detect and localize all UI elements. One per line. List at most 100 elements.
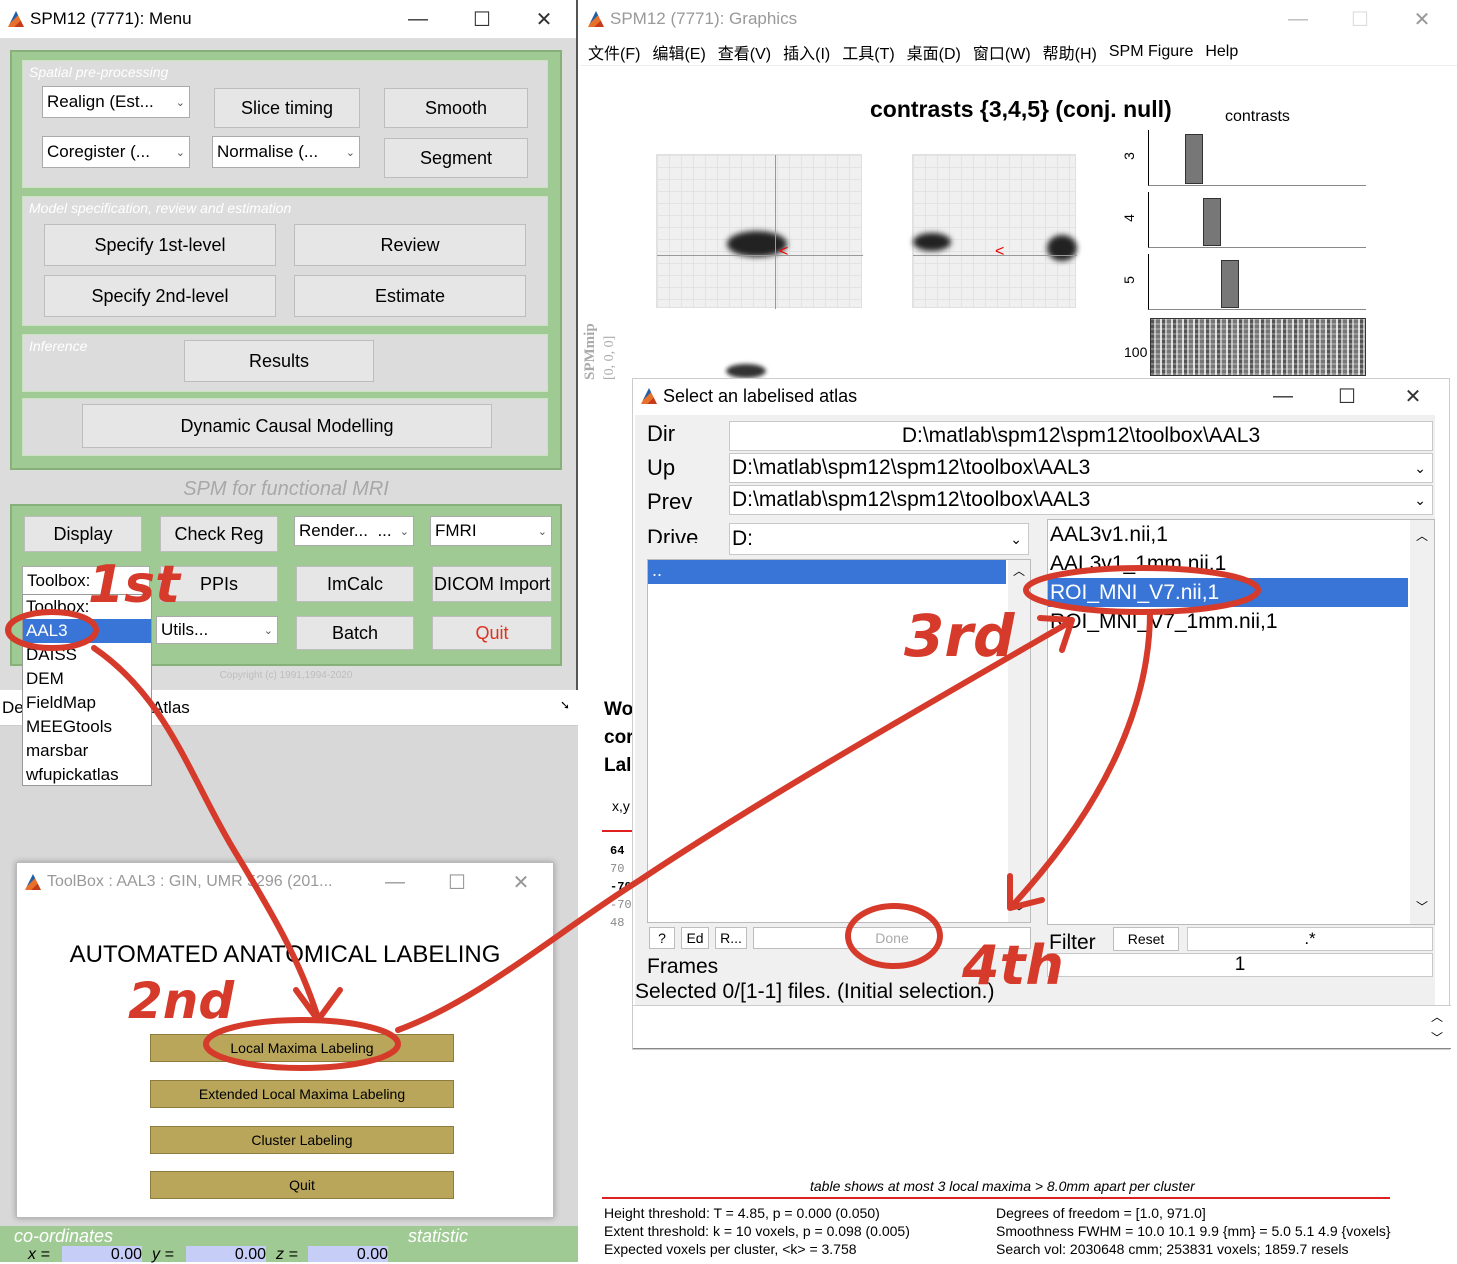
chevron-up-icon[interactable]: ︿ bbox=[1430, 1010, 1443, 1024]
toolbox-option[interactable]: marsbar bbox=[26, 741, 89, 760]
prev-select[interactable]: D:\matlab\spm12\spm12\toolbox\AAL3 ⌄ bbox=[729, 485, 1433, 515]
menu-desktop[interactable]: 桌面(D) bbox=[906, 45, 961, 63]
smooth-button[interactable]: Smooth bbox=[384, 88, 528, 128]
batch-button[interactable]: Batch bbox=[296, 616, 414, 650]
contrasts-label: contrasts bbox=[1225, 108, 1290, 125]
dicom-import-button[interactable]: DICOM Import bbox=[432, 566, 552, 602]
prev-label: Prev bbox=[647, 489, 693, 514]
review-button[interactable]: Review bbox=[294, 224, 526, 266]
minimize-icon[interactable]: — bbox=[1288, 7, 1308, 30]
done-button[interactable]: Done bbox=[753, 927, 1031, 949]
help-button[interactable]: ? bbox=[649, 927, 675, 949]
z-field[interactable]: 0.00 bbox=[308, 1246, 388, 1262]
aal3-title-bar[interactable]: ToolBox : AAL3 : GIN, UMR 5296 (201... bbox=[17, 863, 553, 901]
frames-label: Frames bbox=[647, 955, 719, 978]
reset-button[interactable]: Reset bbox=[1113, 927, 1179, 951]
z-label: z = bbox=[276, 1246, 298, 1263]
render-select[interactable]: Render... ... ⌄ bbox=[294, 516, 414, 546]
specify-2nd-level-button[interactable]: Specify 2nd-level bbox=[44, 275, 276, 317]
annotation-circle-roi bbox=[1023, 565, 1261, 615]
file-item[interactable]: ROI_MNI_V7_1mm.nii,1 bbox=[1050, 610, 1278, 633]
minimize-icon[interactable]: — bbox=[1273, 384, 1293, 407]
recent-button[interactable]: R... bbox=[715, 927, 747, 949]
close-icon[interactable]: ✕ bbox=[1404, 385, 1422, 408]
local-maxima-labeling-button[interactable]: Local Maxima Labeling bbox=[150, 1034, 454, 1062]
menu-insert[interactable]: 插入(I) bbox=[783, 45, 831, 63]
segment-button[interactable]: Segment bbox=[384, 138, 528, 178]
fmri-select[interactable]: FMRI ⌄ bbox=[430, 516, 552, 546]
statistic-label: statistic bbox=[408, 1226, 469, 1246]
results-button[interactable]: Results bbox=[184, 340, 374, 382]
toolbox-option[interactable]: FieldMap bbox=[26, 693, 96, 712]
frames-field[interactable]: 1 bbox=[1047, 953, 1433, 977]
results-partial-left: Wo cor Lal bbox=[604, 696, 634, 780]
cluster-labeling-button[interactable]: Cluster Labeling bbox=[150, 1126, 454, 1154]
menu-view[interactable]: 查看(V) bbox=[717, 45, 772, 63]
specify-1st-level-button[interactable]: Specify 1st-level bbox=[44, 224, 276, 266]
imcalc-button[interactable]: ImCalc bbox=[296, 566, 414, 602]
toolbox-option[interactable]: wfupickatlas bbox=[26, 765, 119, 784]
menu-tools[interactable]: 工具(T) bbox=[842, 45, 895, 63]
aal-quit-button[interactable]: Quit bbox=[150, 1171, 454, 1199]
frames-value: 1 bbox=[1234, 954, 1246, 975]
estimate-button[interactable]: Estimate bbox=[294, 275, 526, 317]
directory-item-selected[interactable]: .. bbox=[648, 560, 1006, 584]
file-list[interactable]: AAL3v1.nii,1 AAL3v1_1mm.nii,1 ROI_MNI_V7… bbox=[1047, 519, 1435, 925]
menu-help[interactable]: Help bbox=[1205, 42, 1239, 60]
up-select[interactable]: D:\matlab\spm12\spm12\toolbox\AAL3 ⌄ bbox=[729, 453, 1433, 483]
glass-brain-coronal: < bbox=[912, 154, 1077, 308]
toolbox-select[interactable]: Toolbox: bbox=[22, 566, 150, 596]
toolbox-option[interactable]: DEM bbox=[26, 669, 64, 688]
selector-title-bar[interactable]: Select an labelised atlas bbox=[633, 379, 1449, 413]
extended-local-maxima-labeling-button[interactable]: Extended Local Maxima Labeling bbox=[150, 1080, 454, 1108]
display-button[interactable]: Display bbox=[24, 516, 142, 552]
edit-button[interactable]: Ed bbox=[681, 927, 709, 949]
coregister-select[interactable]: Coregister (... ⌄ bbox=[42, 136, 190, 168]
utils-select[interactable]: Utils... ⌄ bbox=[156, 616, 278, 644]
menu-spm-figure[interactable]: SPM Figure bbox=[1108, 42, 1194, 60]
drive-select[interactable]: D: ⌄ bbox=[729, 523, 1029, 555]
minimize-icon[interactable]: — bbox=[385, 870, 405, 893]
slice-timing-button[interactable]: Slice timing bbox=[214, 88, 360, 128]
dcm-button[interactable]: Dynamic Causal Modelling bbox=[82, 404, 492, 448]
realign-select[interactable]: Realign (Est... ⌄ bbox=[42, 86, 190, 118]
close-icon[interactable]: ✕ bbox=[535, 8, 553, 31]
atlas-selector-window: Select an labelised atlas — ☐ ✕ Dir D:\m… bbox=[632, 378, 1451, 1050]
directory-list[interactable]: .. ︿ ﹀ bbox=[647, 559, 1031, 923]
annotation-circle-local-maxima bbox=[203, 1017, 401, 1071]
menu-file[interactable]: 文件(F) bbox=[588, 45, 641, 63]
menu-title-bar[interactable]: SPM12 (7771): Menu bbox=[0, 0, 576, 38]
minimize-icon[interactable]: — bbox=[408, 7, 428, 30]
graphics-title-bar[interactable]: SPM12 (7771): Graphics bbox=[580, 0, 1457, 38]
maximize-icon[interactable]: ☐ bbox=[448, 871, 466, 894]
x-label: x = bbox=[28, 1246, 50, 1263]
toolbox-option[interactable]: MEEGtools bbox=[26, 717, 112, 736]
render-extra: ... bbox=[377, 521, 392, 540]
ppis-button[interactable]: PPIs bbox=[160, 566, 278, 602]
filter-value: .* bbox=[1304, 929, 1316, 948]
up-label: Up bbox=[647, 455, 676, 480]
file-item[interactable]: AAL3v1.nii,1 bbox=[1050, 523, 1168, 546]
maximize-icon[interactable]: ☐ bbox=[1338, 385, 1356, 408]
maximize-icon[interactable]: ☐ bbox=[1351, 8, 1369, 31]
close-icon[interactable]: ✕ bbox=[1413, 8, 1431, 31]
normalise-select[interactable]: Normalise (... ⌄ bbox=[212, 136, 360, 168]
menu-edit[interactable]: 编辑(E) bbox=[652, 45, 706, 63]
chevron-up-icon[interactable]: ︿ bbox=[1013, 564, 1026, 578]
drive-value: D: bbox=[732, 527, 753, 550]
footer-line: Search vol: 2030648 cmm; 253831 voxels; … bbox=[996, 1241, 1349, 1257]
chevron-up-icon[interactable]: ︿ bbox=[1416, 529, 1429, 543]
menu-help-cn[interactable]: 帮助(H) bbox=[1042, 45, 1097, 63]
quit-button[interactable]: Quit bbox=[432, 616, 552, 650]
file-scrollbar[interactable]: ︿ ﹀ bbox=[1410, 520, 1434, 924]
chevron-down-icon[interactable]: ﹀ bbox=[1416, 900, 1429, 914]
filter-field[interactable]: .* bbox=[1187, 927, 1433, 951]
close-icon[interactable]: ✕ bbox=[512, 871, 530, 894]
maximize-icon[interactable]: ☐ bbox=[473, 8, 491, 31]
chevron-down-icon[interactable]: ﹀ bbox=[1430, 1031, 1443, 1045]
check-reg-button[interactable]: Check Reg bbox=[160, 516, 278, 552]
contrast-bar bbox=[1203, 198, 1221, 246]
y-field[interactable]: 0.00 bbox=[186, 1246, 266, 1262]
menu-window[interactable]: 窗口(W) bbox=[972, 45, 1031, 63]
x-field[interactable]: 0.00 bbox=[62, 1246, 142, 1262]
